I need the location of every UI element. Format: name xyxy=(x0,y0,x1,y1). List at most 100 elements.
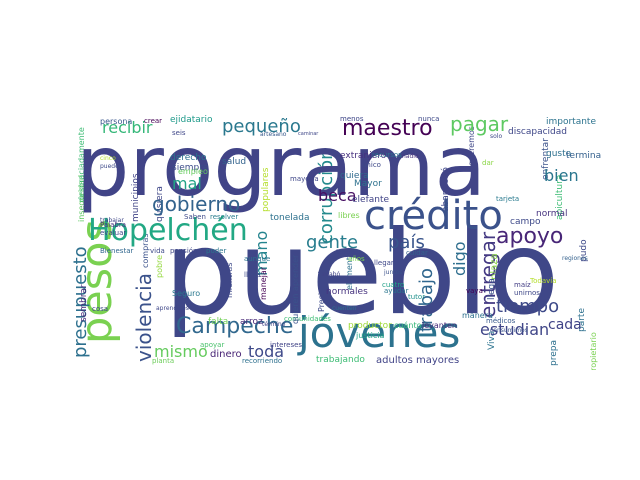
word: intereses xyxy=(270,341,303,349)
word-cloud: pesos presupuesto violencia corrupción t… xyxy=(72,112,604,370)
word: mal xyxy=(172,174,202,193)
word: mayoría xyxy=(290,175,319,183)
word: empleo xyxy=(178,167,208,176)
word: tarjeta xyxy=(496,195,520,203)
word: bien xyxy=(544,166,579,185)
word: quieren aprender xyxy=(291,254,300,324)
word: evaluar xyxy=(100,229,127,237)
word: dinero xyxy=(210,349,242,360)
word: poder xyxy=(206,247,227,255)
word: prepa xyxy=(549,340,559,366)
word: dar xyxy=(482,159,494,167)
word: nunca xyxy=(418,115,440,123)
word: unirnos xyxy=(514,289,540,297)
word: vaya xyxy=(466,287,483,295)
word: cuánto xyxy=(394,321,422,330)
word: crear xyxy=(144,117,163,125)
word: estudian xyxy=(480,320,550,339)
word: pobre xyxy=(155,254,164,278)
word: extranjero xyxy=(340,151,387,161)
word: artesano xyxy=(260,131,287,138)
word: ayudar xyxy=(384,287,409,295)
word: falta xyxy=(208,317,229,327)
word: adultos mayores xyxy=(376,355,460,366)
word: trabajar xyxy=(100,217,124,224)
word: campo xyxy=(510,217,541,227)
word: Saben xyxy=(184,213,206,221)
word: productor xyxy=(348,321,392,331)
word: apoyar xyxy=(200,341,225,349)
word: Palabra xyxy=(100,221,127,229)
word: termina xyxy=(566,151,602,161)
word: tutor xyxy=(408,293,426,301)
word: regiones xyxy=(562,255,588,262)
word: cinco xyxy=(100,155,116,162)
word: apoyo xyxy=(496,224,564,249)
word: persona xyxy=(100,117,133,126)
word: crédito xyxy=(364,193,503,239)
word: comunidades xyxy=(284,315,331,323)
word: gente xyxy=(306,232,359,253)
word: cosa xyxy=(92,305,109,313)
word: lleva xyxy=(244,271,261,279)
word: vida xyxy=(150,247,165,255)
word: recursos xyxy=(372,151,402,159)
word: cuenten xyxy=(332,305,357,312)
word: maestro xyxy=(342,116,433,141)
word: salud xyxy=(222,157,247,167)
word: normal xyxy=(536,209,568,219)
word: seis xyxy=(172,129,186,137)
word: siempre xyxy=(172,163,209,173)
word: recibir xyxy=(102,118,153,137)
word: llegar xyxy=(374,259,394,267)
word: único xyxy=(362,161,381,169)
word: libres xyxy=(338,211,360,220)
word: discapacidad xyxy=(508,127,567,137)
word: violencia xyxy=(132,273,156,362)
word: Seguro xyxy=(172,289,201,298)
word: importante xyxy=(546,117,597,127)
word: planta xyxy=(152,357,175,365)
word: Campeche xyxy=(176,314,294,339)
word: sembrar xyxy=(79,284,89,322)
word: Hopelchén xyxy=(88,213,248,248)
word: caminar xyxy=(298,131,319,137)
word: ejidatario xyxy=(170,115,213,125)
word: derecho xyxy=(170,153,207,163)
word: cuatro xyxy=(382,281,405,289)
word: años xyxy=(348,255,365,263)
word: pequeño xyxy=(222,116,301,137)
word: recorriendo xyxy=(242,357,283,365)
word: trabajando xyxy=(316,355,365,365)
word: pagar xyxy=(450,112,509,136)
word: cuidar xyxy=(406,249,428,257)
word: pueblo xyxy=(164,206,560,341)
word: tiempo xyxy=(496,296,560,317)
word: propietario xyxy=(589,332,598,370)
word: resolver xyxy=(210,213,239,221)
word: jóvenes xyxy=(298,308,461,357)
word: maíz xyxy=(514,281,531,289)
word: arroz xyxy=(240,317,263,327)
word: solo xyxy=(490,133,503,140)
word: país xyxy=(388,232,425,253)
word: acabó xyxy=(322,271,341,278)
word: consumimos xyxy=(490,327,528,334)
word: normales xyxy=(326,287,368,297)
word: pueden xyxy=(100,163,123,170)
word: gobierno xyxy=(152,192,241,216)
word: elefante xyxy=(352,195,390,205)
word: aunque xyxy=(244,255,271,263)
word: beca xyxy=(318,186,357,205)
word: médicos xyxy=(486,317,516,325)
word: menos xyxy=(340,115,364,123)
word: levanten xyxy=(422,321,457,330)
word: Mayor xyxy=(354,179,382,189)
word: toda xyxy=(248,342,285,361)
word: Todavía xyxy=(530,277,557,285)
word: cada xyxy=(548,317,582,333)
word: justicia xyxy=(356,331,385,340)
word: Bienestar xyxy=(100,247,134,255)
word: juntos xyxy=(384,269,403,276)
word: término xyxy=(262,321,286,328)
